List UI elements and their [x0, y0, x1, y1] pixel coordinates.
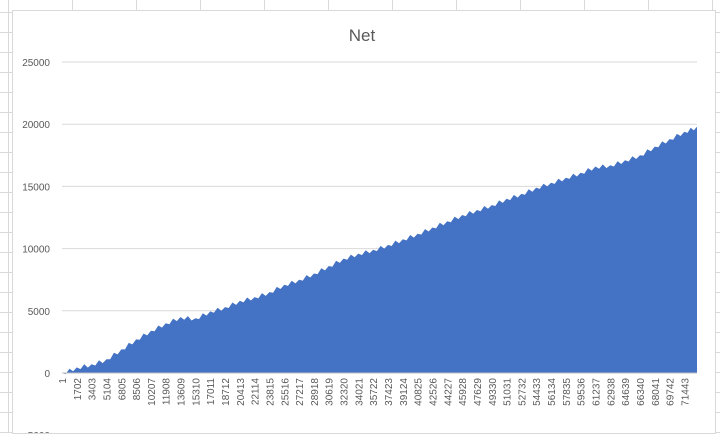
x-tick-label: 57835 — [562, 378, 573, 406]
y-tick-label: 25000 — [22, 58, 50, 69]
x-tick-label: 39124 — [399, 378, 410, 406]
x-tick-label: 45928 — [458, 378, 469, 406]
x-tick-label: 8506 — [132, 378, 143, 401]
x-tick-label: 32320 — [340, 378, 351, 406]
y-tick-label: 5000 — [28, 307, 51, 318]
x-tick-label: 6805 — [117, 378, 128, 401]
y-tick-label: 0 — [44, 369, 50, 380]
x-tick-label: 64639 — [621, 378, 632, 406]
x-tick-label: 5104 — [103, 378, 114, 401]
x-tick-label: 66340 — [636, 378, 647, 406]
x-tick-label: 71443 — [680, 378, 691, 406]
x-tick-label: 23815 — [266, 378, 277, 406]
x-axis-labels: 1 1702 3403 5104 6805 8506 10207 11908 13609 1531… — [58, 378, 691, 406]
y-tick-label: -5000 — [24, 431, 50, 433]
x-tick-label: 47629 — [473, 378, 484, 406]
x-tick-label: 42526 — [429, 378, 440, 406]
x-tick-label: 1 — [58, 378, 69, 384]
x-tick-label: 13609 — [177, 378, 188, 406]
x-tick-label: 34021 — [354, 378, 365, 406]
x-tick-label: 28918 — [310, 378, 321, 406]
x-tick-label: 22114 — [251, 378, 262, 406]
x-tick-label: 52732 — [517, 378, 528, 406]
x-tick-label: 61237 — [592, 378, 603, 406]
x-tick-label: 18712 — [221, 378, 232, 406]
x-tick-label: 20413 — [236, 378, 247, 406]
chart-title: Net — [349, 26, 376, 45]
x-tick-label: 62938 — [606, 378, 617, 406]
x-tick-label: 69742 — [666, 378, 677, 406]
x-tick-label: 1702 — [73, 378, 84, 401]
x-tick-label: 30619 — [325, 378, 336, 406]
series-area — [62, 126, 697, 375]
x-tick-label: 56134 — [547, 378, 558, 406]
x-tick-label: 25516 — [280, 378, 291, 406]
x-tick-label: 54433 — [532, 378, 543, 406]
x-tick-label: 49330 — [488, 378, 499, 406]
x-tick-label: 59536 — [577, 378, 588, 406]
x-tick-label: 37423 — [384, 378, 395, 406]
y-tick-label: 15000 — [22, 182, 50, 193]
y-tick-label: 20000 — [22, 120, 50, 131]
x-tick-label: 11908 — [162, 378, 173, 406]
x-tick-label: 44227 — [443, 378, 454, 406]
x-tick-label: 51031 — [503, 378, 514, 406]
x-tick-label: 40825 — [414, 378, 425, 406]
y-axis-labels: 25000 20000 15000 10000 5000 0 -5000 — [22, 58, 50, 433]
x-tick-label: 10207 — [147, 378, 158, 406]
y-tick-label: 10000 — [22, 245, 50, 256]
x-tick-label: 68041 — [651, 378, 662, 406]
x-tick-label: 17011 — [206, 378, 217, 406]
x-tick-label: 15310 — [191, 378, 202, 406]
x-tick-label: 27217 — [295, 378, 306, 406]
x-tick-label: 3403 — [88, 378, 99, 401]
x-tick-label: 35722 — [369, 378, 380, 406]
